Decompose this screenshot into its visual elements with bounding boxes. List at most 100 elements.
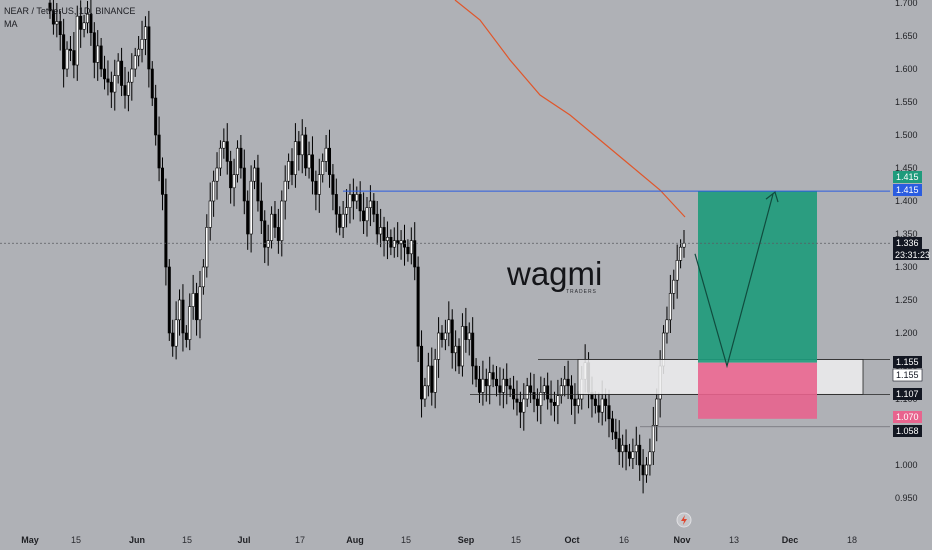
price-tag-entry[interactable] [892, 368, 923, 382]
candle-body [498, 385, 502, 393]
candle-body [82, 22, 86, 30]
candle-body [413, 240, 417, 268]
price-tag-zone-top[interactable] [893, 356, 922, 368]
candle-body [655, 398, 659, 426]
x-tick-label: 16 [619, 535, 629, 545]
candle-body [552, 401, 556, 406]
y-tick-label: 1.700 [895, 0, 918, 8]
candle-body [467, 332, 471, 340]
y-tick-label: 1.200 [895, 328, 918, 338]
candle-body [546, 385, 550, 400]
countdown-text: 23:31:23 [895, 250, 930, 260]
candle-body [351, 194, 355, 202]
candle-body [593, 398, 597, 406]
candle-body [72, 50, 76, 66]
candle-body [607, 405, 611, 420]
candle-body [399, 240, 403, 245]
x-tick-label: Oct [564, 535, 579, 545]
candle-body [362, 210, 366, 222]
candle-body [365, 207, 369, 222]
candle-body [614, 431, 618, 439]
candle-body [304, 134, 308, 169]
candle-body [324, 147, 328, 162]
candle-body [328, 147, 332, 175]
candle-body [423, 385, 427, 400]
candle-body [290, 161, 294, 175]
x-tick-label: Aug [346, 535, 364, 545]
ma-line [454, 0, 686, 218]
candle-body [154, 97, 158, 136]
candle-body [293, 141, 297, 175]
candle-body [242, 167, 246, 202]
price-tag-last-price[interactable] [893, 237, 922, 249]
candle-body [256, 167, 260, 202]
moving-average-layer [454, 0, 686, 218]
candle-body [103, 68, 107, 80]
candle-body [280, 200, 284, 241]
candle-body [682, 242, 686, 248]
candle-body [341, 213, 345, 228]
candle-body [137, 48, 141, 57]
candle-body [92, 32, 96, 63]
candle-body [556, 395, 560, 406]
watermark-sub: TRADERS [566, 289, 597, 295]
candles-layer [48, 0, 686, 494]
price-tag-horizontal-line[interactable] [893, 184, 922, 196]
candle-body [573, 398, 577, 406]
candle-body [437, 332, 441, 360]
candle-body [321, 161, 325, 175]
candle-body [525, 385, 529, 400]
candle-body [471, 332, 475, 367]
candle-body [651, 425, 655, 453]
profit-zone[interactable] [698, 191, 817, 363]
candle-body [396, 240, 400, 245]
loss-zone[interactable] [698, 362, 817, 419]
candle-body [484, 378, 488, 387]
candle-body [668, 293, 672, 321]
symbol-label[interactable]: NEAR / TetherUS, 1D, BINANCE [4, 6, 136, 16]
candle-body [164, 194, 168, 268]
price-tag-zone-bottom[interactable] [893, 388, 922, 400]
candle-body [229, 161, 233, 189]
candle-body [79, 15, 83, 30]
x-tick-label: 15 [401, 535, 411, 545]
candle-body [624, 444, 628, 453]
countdown-tag [893, 249, 929, 260]
indicator-label[interactable]: MA [4, 19, 18, 29]
x-tick-label: 15 [182, 535, 192, 545]
price-tag-low-line[interactable] [893, 425, 922, 437]
candle-body [372, 200, 376, 215]
candle-body [416, 266, 420, 347]
candle-body [109, 81, 113, 93]
candle-body [518, 401, 522, 413]
candle-body [648, 451, 652, 466]
y-tick-label: 1.350 [895, 229, 918, 239]
candle-body [181, 299, 185, 334]
candle-body [143, 26, 147, 40]
price-tag-stop[interactable] [893, 411, 922, 423]
candle-body [409, 240, 413, 255]
price-tag-target[interactable] [893, 171, 922, 183]
candle-body [218, 147, 222, 169]
candle-body [542, 385, 546, 393]
candle-body [379, 227, 383, 235]
price-tags-layer: 1.415 1.415 1.336 23:31:23 1.155 1.155 1.107 1.… [892, 171, 930, 437]
candle-body [174, 319, 178, 347]
candle-body [276, 227, 280, 241]
candle-body [55, 21, 59, 25]
candle-body [539, 392, 543, 406]
candle-body [249, 180, 253, 235]
candle-body [348, 194, 352, 208]
candle-body [392, 240, 396, 248]
candle-body [368, 200, 372, 208]
candle-body [334, 194, 338, 215]
candle-body [283, 180, 287, 202]
nav-badge[interactable] [676, 512, 692, 528]
y-tick-label: 1.600 [895, 64, 918, 74]
candle-body [253, 167, 257, 182]
candle-body [426, 365, 430, 387]
candle-body [150, 68, 154, 99]
candle-body [188, 306, 192, 340]
candle-body [610, 418, 614, 433]
